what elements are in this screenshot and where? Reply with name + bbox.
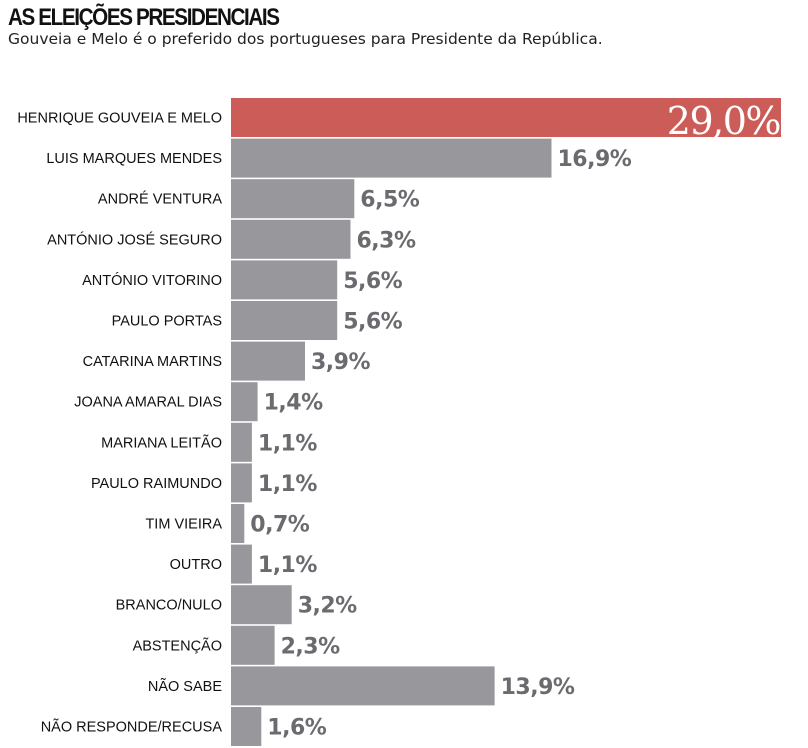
value-label: 16,9% xyxy=(558,147,632,172)
bar xyxy=(231,382,258,422)
category-label: NÃO SABE xyxy=(148,678,222,695)
chart-subtitle: Gouveia e Melo é o preferido dos portugu… xyxy=(8,30,603,48)
value-label: 5,6% xyxy=(343,310,402,335)
value-label: 1,4% xyxy=(264,391,323,416)
category-label: MARIANA LEITÃO xyxy=(101,434,222,451)
category-label: JOANA AMARAL DIAS xyxy=(74,395,222,411)
value-label: 1,1% xyxy=(258,472,317,497)
category-label: ANDRÉ VENTURA xyxy=(98,191,222,208)
value-label: 6,3% xyxy=(357,228,416,253)
bar xyxy=(231,138,552,178)
value-label: 1,6% xyxy=(267,716,326,741)
category-label: OUTRO xyxy=(170,557,222,573)
value-label: 0,7% xyxy=(250,513,309,538)
category-label: CATARINA MARTINS xyxy=(83,354,222,370)
value-label: 1,1% xyxy=(258,553,317,578)
bar xyxy=(231,707,262,746)
category-label: BRANCO/NULO xyxy=(116,598,222,614)
category-label: PAULO PORTAS xyxy=(112,314,222,330)
category-label: LUIS MARQUES MENDES xyxy=(46,151,222,167)
category-label: ANTÓNIO JOSÉ SEGURO xyxy=(47,231,222,248)
value-label: 2,3% xyxy=(281,634,340,659)
category-label: NÃO RESPONDE/RECUSA xyxy=(41,719,223,736)
chart-title: AS ELEIÇÕES PRESIDENCIAIS xyxy=(8,4,280,31)
category-label: HENRIQUE GOUVEIA E MELO xyxy=(17,111,222,127)
bar xyxy=(231,625,275,665)
value-label: 6,5% xyxy=(360,188,419,213)
value-label: 13,9% xyxy=(501,675,575,700)
value-label: 3,2% xyxy=(298,594,357,619)
bar xyxy=(231,585,292,625)
category-label: ABSTENÇÃO xyxy=(133,637,222,654)
value-label: 5,6% xyxy=(343,269,402,294)
bar-highlight xyxy=(231,98,781,137)
bar xyxy=(231,179,355,219)
bar xyxy=(231,422,252,462)
bar xyxy=(231,544,252,584)
value-label: 1,1% xyxy=(258,431,317,456)
category-label: ANTÓNIO VITORINO xyxy=(82,272,222,289)
bar xyxy=(231,504,245,543)
bar xyxy=(231,463,252,503)
bar xyxy=(231,219,351,259)
value-label: 3,9% xyxy=(311,350,370,375)
category-label: TIM VIEIRA xyxy=(145,517,222,533)
value-label-highlight: 29,0% xyxy=(667,99,781,143)
bar xyxy=(231,666,495,706)
bar xyxy=(231,301,338,340)
bar xyxy=(231,341,305,381)
category-label: PAULO RAIMUNDO xyxy=(91,476,222,492)
bar xyxy=(231,260,338,300)
